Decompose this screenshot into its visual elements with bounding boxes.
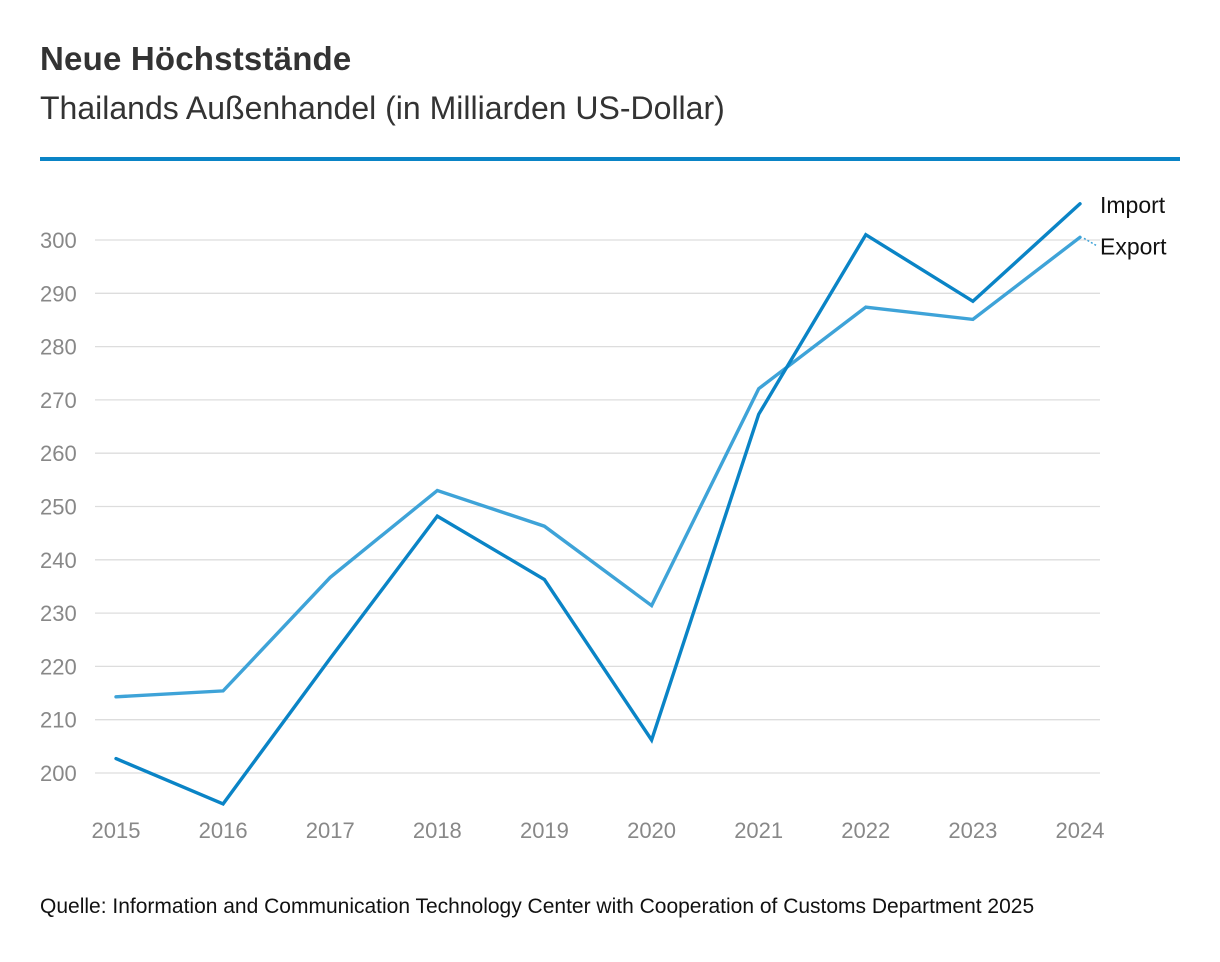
y-tick-label: 220 — [40, 654, 77, 679]
x-tick-label: 2017 — [306, 818, 355, 843]
y-tick-label: 260 — [40, 441, 77, 466]
x-tick-label: 2020 — [627, 818, 676, 843]
y-tick-label: 300 — [40, 228, 77, 253]
y-tick-label: 200 — [40, 761, 77, 786]
x-tick-label: 2019 — [520, 818, 569, 843]
x-tick-label: 2015 — [92, 818, 141, 843]
y-tick-label: 280 — [40, 335, 77, 360]
x-tick-label: 2023 — [948, 818, 997, 843]
y-tick-label: 230 — [40, 601, 77, 626]
series-line-import — [114, 202, 1082, 806]
source-note: Quelle: Information and Communication Te… — [40, 895, 1035, 918]
legend-label-export: Export — [1100, 233, 1167, 259]
x-tick-label: 2021 — [734, 818, 783, 843]
y-tick-label: 270 — [40, 388, 77, 413]
chart-subtitle: Thailands Außenhandel (in Milliarden US-… — [40, 90, 725, 126]
y-tick-label: 240 — [40, 548, 77, 573]
x-tick-label: 2016 — [199, 818, 248, 843]
title-divider — [40, 157, 1180, 161]
x-tick-label: 2018 — [413, 818, 462, 843]
x-tick-label: 2022 — [841, 818, 890, 843]
y-tick-label: 290 — [40, 281, 77, 306]
y-tick-label: 210 — [40, 708, 77, 733]
chart-title: Neue Höchststände — [40, 40, 352, 77]
legend-label-import: Import — [1100, 192, 1166, 218]
series-line-export — [114, 235, 1082, 699]
y-tick-label: 250 — [40, 495, 77, 520]
x-tick-label: 2024 — [1056, 818, 1105, 843]
line-chart: 200 210 220 230 240 250 260 270 280 290 300 2015 201… — [40, 192, 1167, 843]
